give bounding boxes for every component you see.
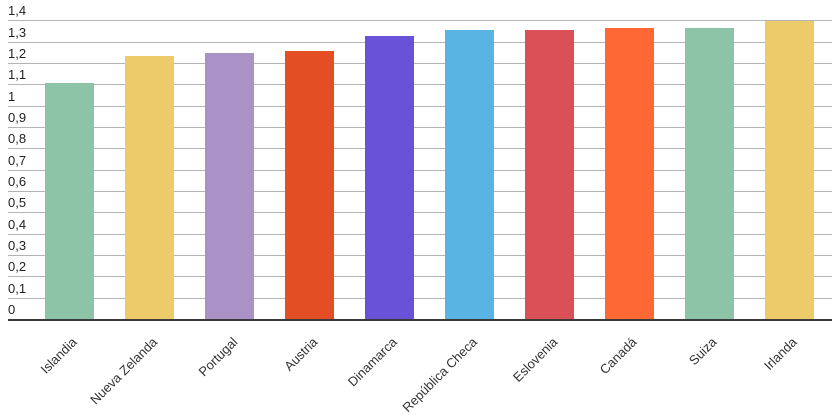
x-tick-label: Islandia [37, 334, 80, 377]
y-tick-label: 0,9 [8, 110, 27, 125]
bar-república-checa[interactable] [445, 30, 494, 320]
x-tick-label: Irlanda [760, 334, 800, 374]
y-tick-label: 0,4 [8, 217, 27, 232]
gridline [8, 255, 832, 256]
gridline [8, 276, 832, 277]
x-axis-line [8, 319, 832, 321]
bar-austria[interactable] [285, 51, 334, 320]
gridline [8, 106, 832, 107]
gridline [8, 191, 832, 192]
gridline [8, 234, 832, 235]
gridline [8, 212, 832, 213]
y-tick-label: 1,4 [8, 3, 27, 18]
gridline [8, 127, 832, 128]
gridline [8, 84, 832, 85]
gridline [8, 170, 832, 171]
gridline [8, 63, 832, 64]
y-tick-label: 0,7 [8, 153, 27, 168]
gridline [8, 298, 832, 299]
y-tick-label: 0,3 [8, 238, 27, 253]
bar-nueva-zelanda[interactable] [125, 56, 174, 320]
bar-portugal[interactable] [205, 53, 254, 320]
gridline [8, 148, 832, 149]
x-tick-label: Dinamarca [344, 334, 400, 390]
bar-suiza[interactable] [685, 28, 734, 320]
y-tick-label: 0,8 [8, 131, 27, 146]
gridline [8, 42, 832, 43]
y-tick-label: 0,1 [8, 281, 27, 296]
bar-canadá[interactable] [605, 28, 654, 320]
x-tick-label: Suiza [685, 334, 720, 368]
x-tick-label: Austria [281, 334, 321, 374]
y-tick-label: 0,6 [8, 174, 27, 189]
bar-islandia[interactable] [45, 83, 94, 320]
y-tick-label: 1,2 [8, 46, 27, 61]
x-tick-label: Canadá [596, 334, 640, 378]
bar-eslovenia[interactable] [525, 30, 574, 320]
y-tick-label: 1,1 [8, 67, 27, 82]
bar-irlanda[interactable] [765, 21, 814, 320]
gridline [8, 20, 832, 21]
y-tick-label: 0,2 [8, 259, 27, 274]
bar-dinamarca[interactable] [365, 36, 414, 320]
y-tick-label: 0,5 [8, 195, 27, 210]
x-tick-label: República Checa [399, 334, 480, 415]
y-tick-label: 1,3 [8, 25, 27, 40]
x-tick-label: Eslovenia [509, 334, 561, 385]
x-tick-label: Nueva Zelanda [87, 334, 161, 408]
y-tick-label: 0 [8, 302, 16, 317]
x-tick-label: Portugal [195, 334, 241, 380]
y-tick-label: 1 [8, 89, 16, 104]
